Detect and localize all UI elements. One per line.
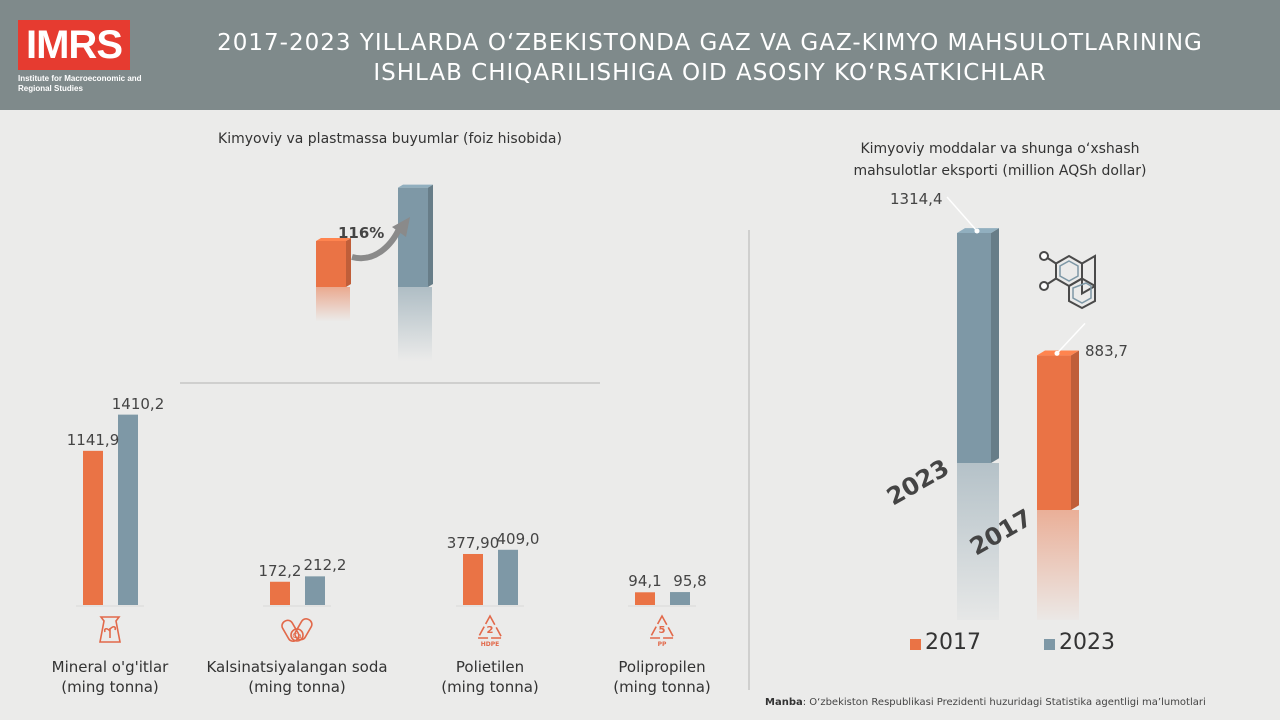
value-label-2-2017: 377,90 xyxy=(446,533,500,552)
value-label-1-2017: 172,2 xyxy=(258,561,302,580)
export-bar-reflection-2023 xyxy=(957,463,999,620)
export-chart-title: Kimyoviy moddalar va shunga o‘xshash mah… xyxy=(780,138,1220,182)
value-label-0-2017: 1141,9 xyxy=(66,430,120,449)
value-label-2-2023: 409,0 xyxy=(496,529,540,548)
export-title-line-1: Kimyoviy moddalar va shunga o‘xshash xyxy=(860,141,1140,157)
category-name: Polipropilen xyxy=(618,658,706,676)
value-label-0-2023: 1410,2 xyxy=(111,394,165,413)
growth-arrow xyxy=(351,225,403,262)
bar-kalsinatsiyalangansoda-2017 xyxy=(270,581,290,605)
category-label-1: Kalsinatsiyalangan soda (ming tonna) xyxy=(192,657,402,697)
soda-capsule-icon: Ca xyxy=(281,618,313,642)
svg-text:2: 2 xyxy=(487,625,494,636)
legend-swatch xyxy=(1044,639,1055,650)
pct-bar-reflection-2023 xyxy=(398,287,432,362)
pct-bar-2023 xyxy=(398,184,433,287)
logo-mark: IMRS xyxy=(18,20,130,70)
legend-label: 2017 xyxy=(925,630,981,655)
vertical-divider xyxy=(748,230,750,690)
value-label-3-2023: 95,8 xyxy=(673,572,707,591)
source-label: Manba xyxy=(765,697,803,708)
logo-subtitle: Institute for Macroeconomic and Regional… xyxy=(18,74,142,93)
legend-label: 2023 xyxy=(1059,630,1115,655)
export-value-2023: 1314,4 xyxy=(890,190,943,208)
legend-swatch xyxy=(910,639,921,650)
bar-kalsinatsiyalangansoda-2023 xyxy=(305,576,325,605)
bar-polipropilen-2017 xyxy=(635,592,655,605)
horizontal-divider xyxy=(180,382,600,384)
percent-chart xyxy=(316,184,433,362)
export-title-line-2: mahsulotlar eksporti (million AQSh dolla… xyxy=(853,163,1147,179)
fertilizer-bag-icon xyxy=(99,616,121,643)
category-unit: (ming tonna) xyxy=(441,678,539,696)
bar-polipropilen-2023 xyxy=(670,592,690,605)
bar-mineralogitlar-2017 xyxy=(83,450,103,605)
bar-mineralogitlar-2023 xyxy=(118,414,138,605)
bar-polietilen-2017 xyxy=(463,553,483,605)
pct-bar-2017 xyxy=(316,238,351,287)
export-leader-dot-2023 xyxy=(974,228,980,234)
growth-percent-label: 116% xyxy=(338,224,385,242)
title-line-1: 2017-2023 YILLARDA O‘ZBEKISTONDA GAZ VA … xyxy=(217,30,1203,56)
export-leader-dot-2017 xyxy=(1054,350,1060,356)
svg-text:5: 5 xyxy=(659,625,666,636)
imrs-logo: IMRS Institute for Macroeconomic and Reg… xyxy=(18,20,148,100)
pp-recycle-icon: 5 PP xyxy=(648,614,676,648)
category-label-3: Polipropilen (ming tonna) xyxy=(557,657,767,697)
legend-item-2017: 2017 xyxy=(910,630,981,655)
category-unit: (ming tonna) xyxy=(248,678,346,696)
value-label-1-2023: 212,2 xyxy=(303,556,347,575)
pct-bar-reflection-2017 xyxy=(316,287,350,322)
header-banner: IMRS Institute for Macroeconomic and Reg… xyxy=(0,0,1280,110)
page-title: 2017-2023 YILLARDA O‘ZBEKISTONDA GAZ VA … xyxy=(160,28,1260,88)
bar-polietilen-2023 xyxy=(498,549,518,605)
export-leader-2023 xyxy=(946,196,978,232)
category-label-0: Mineral o'g'itlar (ming tonna) xyxy=(5,657,215,697)
category-unit: (ming tonna) xyxy=(613,678,711,696)
category-name: Mineral o'g'itlar xyxy=(51,658,169,676)
title-line-2: ISHLAB CHIQARILISHIGA OID ASOSIY KO‘RSAT… xyxy=(373,60,1047,86)
value-label-3-2017: 94,1 xyxy=(628,572,662,591)
percent-chart-title: Kimyoviy va plastmassa buyumlar (foiz hi… xyxy=(218,131,562,147)
category-unit: (ming tonna) xyxy=(61,678,159,696)
category-name: Polietilen xyxy=(455,658,525,676)
growth-arrow-head xyxy=(392,217,410,237)
legend-item-2023: 2023 xyxy=(1044,630,1115,655)
category-name: Kalsinatsiyalangan soda xyxy=(206,658,388,676)
export-leader-2017 xyxy=(1056,322,1086,354)
svg-text:Ca: Ca xyxy=(292,632,301,640)
source-note: Manba: O‘zbekiston Respublikasi Preziden… xyxy=(765,697,1206,708)
source-text: : O‘zbekiston Respublikasi Prezidenti hu… xyxy=(802,697,1206,708)
svg-text:PP: PP xyxy=(658,641,667,648)
production-chart xyxy=(76,414,696,607)
export-value-2017: 883,7 xyxy=(1085,342,1128,360)
export-bar-2017 xyxy=(1037,350,1079,510)
export-bar-reflection-2017 xyxy=(1037,510,1079,620)
export-chart xyxy=(946,196,1086,620)
molecule-icon xyxy=(1039,251,1096,310)
export-bar-2023 xyxy=(957,228,999,463)
category-label-2: Polietilen (ming tonna) xyxy=(385,657,595,697)
svg-text:HDPE: HDPE xyxy=(481,641,500,648)
hdpe-recycle-icon: 2 HDPE xyxy=(476,614,504,648)
